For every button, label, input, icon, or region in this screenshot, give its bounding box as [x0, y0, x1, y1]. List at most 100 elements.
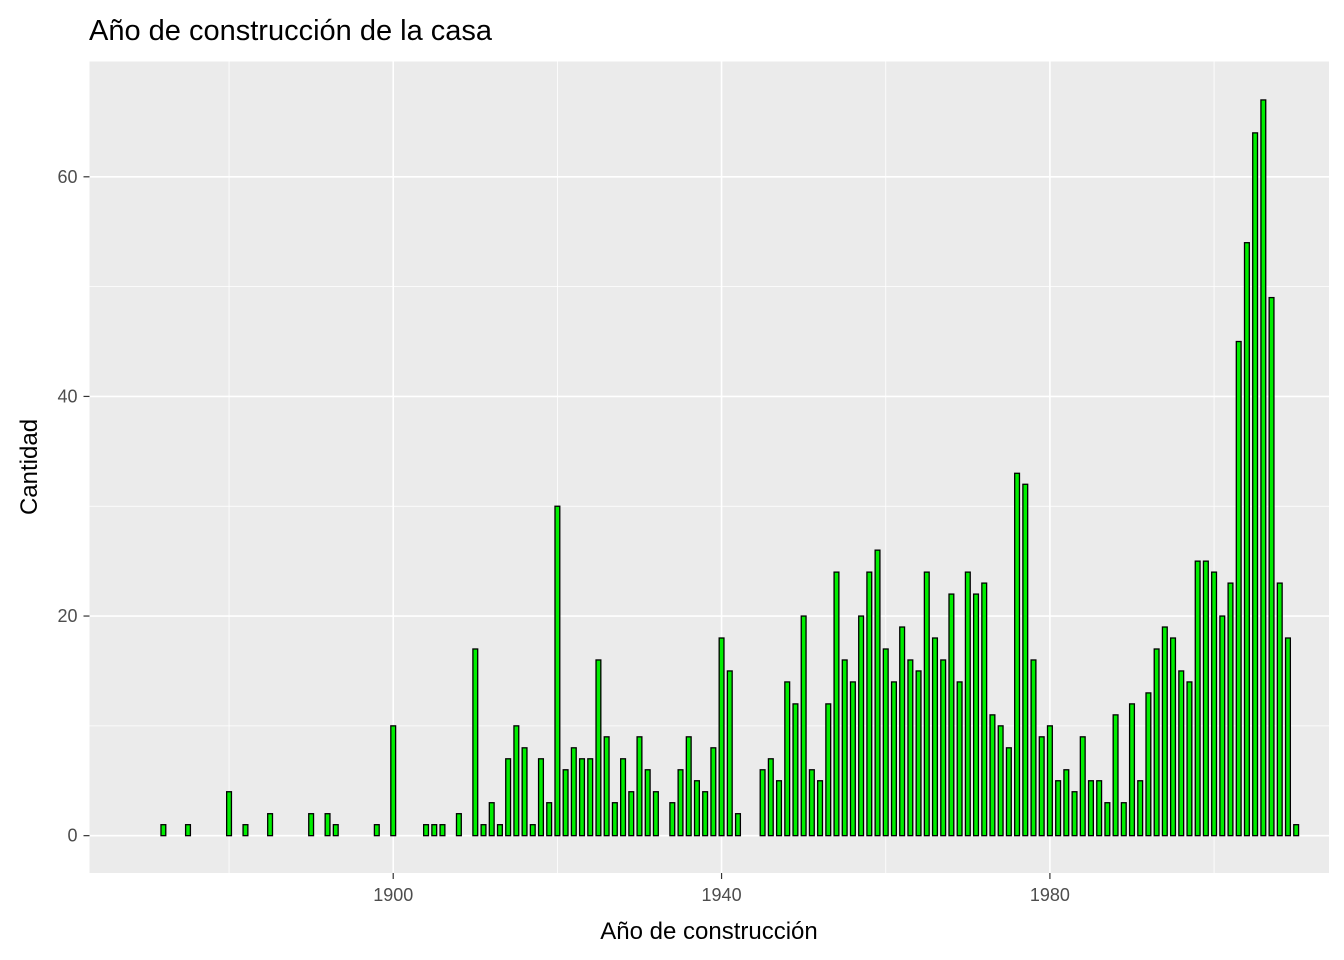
bar — [907, 659, 914, 837]
bar — [800, 615, 807, 837]
bar — [1038, 736, 1045, 837]
bar — [940, 659, 947, 837]
bar — [726, 670, 733, 837]
y-tick-label: 20 — [57, 606, 77, 626]
bar — [833, 571, 840, 837]
bar — [759, 769, 766, 837]
bar — [1030, 659, 1037, 837]
bar — [808, 769, 815, 837]
bar — [455, 813, 462, 837]
bar — [1128, 703, 1136, 837]
bars — [160, 99, 1300, 837]
chart-title: Año de construcción de la casa — [89, 15, 493, 47]
bar — [373, 824, 380, 837]
bar — [431, 824, 438, 837]
bar — [1079, 736, 1086, 837]
bar — [1046, 725, 1053, 837]
y-tick-label: 40 — [57, 386, 77, 406]
bar — [423, 824, 430, 837]
bar — [874, 549, 881, 837]
bar — [825, 703, 832, 837]
bar — [817, 780, 824, 837]
y-axis: 0 20 40 60 — [57, 167, 90, 846]
bar — [1022, 483, 1029, 837]
bar — [1227, 582, 1234, 837]
bar — [480, 824, 487, 837]
bar — [734, 813, 742, 837]
bar — [652, 791, 659, 837]
bar — [1161, 626, 1168, 837]
bar — [390, 725, 397, 837]
bar — [1219, 615, 1226, 837]
x-axis-title: Año de construcción — [600, 918, 817, 945]
bar — [1260, 99, 1267, 837]
bar — [899, 626, 906, 837]
bar — [923, 571, 930, 837]
bar — [1169, 637, 1177, 837]
bar — [702, 791, 709, 837]
bar — [546, 802, 553, 837]
bar — [1087, 780, 1095, 837]
bar — [308, 813, 315, 837]
bar — [324, 813, 331, 837]
bar — [685, 736, 692, 837]
bar — [792, 703, 799, 837]
bar — [578, 758, 586, 837]
bar — [242, 824, 249, 837]
bar — [1211, 571, 1218, 837]
bar — [505, 758, 512, 837]
bar — [1055, 780, 1062, 837]
bar — [1137, 780, 1144, 837]
y-axis-title: Cantidad — [16, 419, 43, 515]
bar — [981, 582, 988, 837]
bar — [784, 681, 791, 837]
bar — [160, 824, 167, 837]
bar — [554, 505, 561, 837]
bar — [948, 593, 955, 837]
bar — [439, 824, 446, 837]
bar — [184, 824, 192, 837]
bar — [931, 637, 939, 837]
bar — [1145, 692, 1152, 837]
bar — [1071, 791, 1078, 837]
bar — [1194, 560, 1201, 837]
bar — [915, 670, 922, 837]
bar — [1005, 747, 1012, 837]
bar — [332, 824, 339, 837]
bar — [1186, 681, 1193, 837]
bar — [529, 824, 536, 837]
plot-panel — [89, 61, 1329, 873]
bar — [849, 681, 856, 837]
bar — [570, 747, 577, 837]
bar — [595, 659, 602, 837]
bar — [1252, 132, 1259, 837]
bar — [1293, 824, 1300, 837]
bar — [669, 802, 676, 837]
x-tick-label: 1940 — [702, 885, 742, 905]
bar — [710, 747, 717, 837]
bar — [989, 714, 996, 837]
bar — [1284, 637, 1292, 837]
y-tick-label: 0 — [67, 826, 77, 846]
bar — [972, 593, 980, 837]
bar — [521, 747, 528, 837]
bar — [1243, 242, 1250, 837]
bar — [866, 571, 873, 837]
y-tick-label: 60 — [57, 167, 77, 187]
bar — [693, 780, 700, 837]
bar — [620, 758, 627, 837]
bar — [1104, 802, 1111, 837]
bar — [882, 648, 889, 837]
bar — [1268, 296, 1275, 837]
x-tick-label: 1900 — [373, 885, 413, 905]
bar — [677, 769, 684, 837]
bar — [496, 824, 503, 837]
bar — [1276, 582, 1283, 837]
bar — [628, 791, 635, 837]
bar — [964, 571, 971, 837]
bar — [267, 813, 274, 837]
bar — [997, 725, 1004, 837]
bar — [1153, 648, 1160, 837]
bar — [858, 615, 865, 837]
